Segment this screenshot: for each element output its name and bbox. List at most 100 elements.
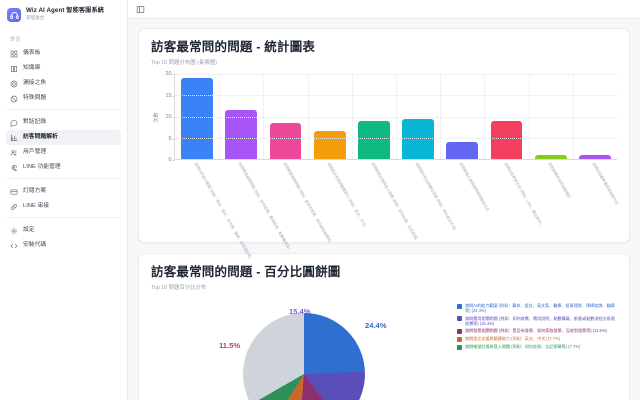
grid-line [440,74,442,159]
pie-percent-label: 15.4% [289,307,311,316]
bar-slot [352,74,396,159]
y-axis: 0 5 10 15 20 [160,71,175,163]
legend-swatch [457,336,462,342]
brand-header[interactable]: Wiz AI Agent 智能客服系統 管理後台 [0,0,127,30]
content-scroll[interactable]: 訪客最常問的問題 - 統計圖表 Top 10 問題分布圖 (長條圖) 次數 0 5… [128,19,640,400]
x-tick-label: 詢問AI回覆準確度與訓練方式 [591,162,619,206]
grid-line [351,74,353,159]
bar-slot [440,74,484,159]
legend-label: 詢問發票相關問題 (例如：是否有發票、如何索取發票、沒收到發票等) (11.5%… [465,328,607,334]
bar-chart-icon [10,134,18,142]
grid-line [219,74,221,159]
users-icon [10,149,18,157]
grid-line [528,74,530,159]
nav-group-operations: 對話記錄 訪客問題解析 [6,109,121,175]
x-label-slot: 詢問AI的能力範圍 (例如：算命、設計、寫文案、醫療、投資理財等) [175,160,253,259]
panel-left-icon[interactable] [136,5,145,14]
bar-series [175,74,617,159]
bar[interactable] [181,78,213,159]
x-label-slot: 詢問退費與合約相關規定 [529,160,573,232]
pie-graphic: 24.4% 15.4% 11.5% [151,299,451,400]
x-label-slot: 詢問費用相關問題 (例如：如何收費、費用說明、點數購買等) [219,160,291,250]
link-icon [10,203,18,211]
sidebar-item-label: 漏接之魚 [23,79,47,86]
sidebar-item-knowledge-base[interactable]: 知識庫 [6,61,121,76]
book-icon [10,65,18,73]
pie-percent-label: 11.5% [219,341,241,350]
nav-group-learning: 學習 儀表板 知識庫 [6,30,121,106]
sidebar-item-label: 訪客問題解析 [23,133,58,140]
legend-item[interactable]: 詢問費用相關問題 (例如：如何收費、費用說明、點數購買、創意或點數流程交易過收費… [457,316,617,326]
brand-title: Wiz AI Agent 智能客服系統 [26,7,105,14]
x-label-slot: 詢問AI回覆準確度與訓練方式 [573,160,619,232]
legend-swatch [457,303,462,309]
pie-chart-title: 訪客最常問的問題 - 百分比圓餅圖 [151,265,341,279]
sidebar-item-line-feature-management[interactable]: LINE 功能管理 [6,160,121,175]
bar[interactable] [534,154,567,159]
sidebar-item-missed-fish[interactable]: 漏接之魚 [6,76,121,91]
grid-line [307,74,309,159]
legend-label: 詢問費用相關問題 (例如：如何收費、費用說明、點數購買、創意或點數流程交易過收費… [465,315,615,326]
sidebar-item-install-code[interactable]: 安裝代碼 [6,238,121,253]
sidebar-item-label: 儀表板 [23,49,41,56]
pie-chart: 24.4% 15.4% 11.5% 詢問AI的能力範圍 (例如：算命、設計、寫文… [151,299,617,400]
y-tick-label: 5 [168,135,175,142]
sidebar-item-visitor-analysis[interactable]: 訪客問題解析 [6,130,121,145]
bar[interactable] [313,131,346,159]
sidebar-item-label: LINE 串接 [23,202,50,209]
sidebar-item-label: 對話記錄 [23,118,47,125]
y-tick-label: 0 [168,157,175,163]
sidebar-item-user-management[interactable]: 用戶管理 [6,145,121,160]
bar[interactable] [402,118,435,159]
bar-slot [263,74,307,159]
sidebar-item-label: 特殊問題 [23,94,47,101]
y-tick-label: 15 [165,92,175,99]
sidebar: Wiz AI Agent 智能客服系統 管理後台 學習 儀表板 [0,0,128,400]
sidebar-item-chat-log[interactable]: 對話記錄 [6,115,121,130]
sidebar-item-special-questions[interactable]: 特殊問題 [6,91,121,106]
topbar [128,0,640,19]
bar-slot [175,74,219,159]
grid-line [263,74,265,159]
legend-item[interactable]: 詢問發票相關問題 (例如：是否有發票、如何索取發票、沒收到發票等) (11.5%… [457,328,617,334]
bar-chart-subtitle: Top 10 問題分布圖 (長條圖) [151,60,217,66]
code-icon [10,242,18,250]
bar-slot [219,74,263,159]
bar[interactable] [446,142,479,159]
sidebar-item-label: 安裝代碼 [23,241,47,248]
sidebar-item-label: LINE 功能管理 [23,163,61,170]
bar[interactable] [358,120,390,159]
bar-chart-card: 訪客最常問的問題 - 統計圖表 Top 10 問題分布圖 (長條圖) 次數 0 5… [138,28,630,259]
bar[interactable] [579,154,611,159]
bar[interactable] [490,120,523,159]
bar-slot [308,74,352,159]
line-gear-icon [10,164,18,172]
x-axis-labels: 詢問AI的能力範圍 (例如：算命、設計、寫文案、醫療、投資理財等) 詢問費用相關問… [175,160,619,259]
gear-icon [10,227,18,235]
legend-item[interactable]: 詢問語言支援與翻譯能力 (例如：英文、中文) (7.7%) [457,336,617,342]
legend-item[interactable]: 詢問AI的能力範圍 (例如：算命、設計、寫文案、醫療、投資理財、律師諮詢、翻譯等… [457,303,617,313]
pie-legend: 詢問AI的能力範圍 (例如：算命、設計、寫文案、醫療、投資理財、律師諮詢、翻譯等… [457,299,617,352]
sidebar-item-label: 用戶管理 [23,148,47,155]
bar-slot [529,74,573,159]
page-title: 訪客最常問的問題 - 統計圖表 [151,40,316,54]
bar[interactable] [225,110,258,159]
headset-icon [7,8,21,22]
sidebar-item-line-connect[interactable]: LINE 串接 [6,199,121,214]
bar[interactable] [269,122,302,159]
nav-group-label: 學習 [10,37,21,43]
grid-line [572,74,574,159]
sidebar-nav: 學習 儀表板 知識庫 [0,30,127,253]
nav-group-billing: 訂閱方案 LINE 串接 [6,178,121,214]
bar-slot [484,74,528,159]
sidebar-item-settings[interactable]: 設定 [6,223,121,238]
dashboard-icon [10,50,18,58]
sidebar-item-subscription-plan[interactable]: 訂閱方案 [6,184,121,199]
x-label-slot: 詢問發票相關問題 (例如：是否有發票、如何索取發票等) [263,160,331,244]
legend-item[interactable]: 詢問帳號註冊與登入問題 (例如：如何註冊、忘記密碼等) (7.7%) [457,344,617,350]
sidebar-item-dashboard[interactable]: 儀表板 [6,46,121,61]
x-label-slot: 詢問語言支援與翻譯能力 (例如：英文、中文) [308,160,366,232]
x-tick-label: 詢問退費與合約相關規定 [547,162,571,200]
grid-line [396,74,397,159]
